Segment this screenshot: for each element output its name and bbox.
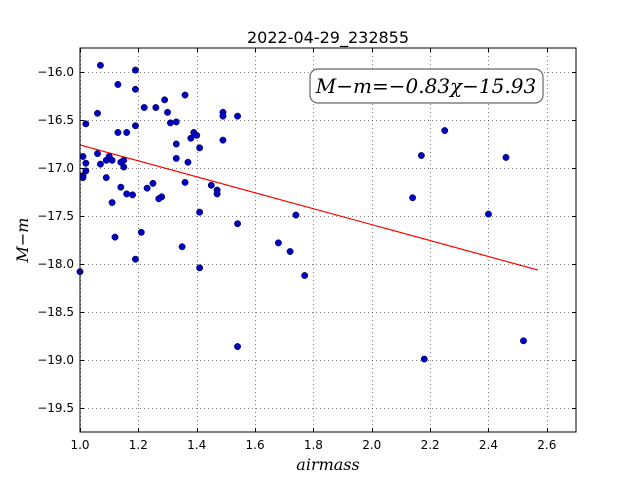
- data-point: [274, 239, 282, 247]
- data-point: [409, 194, 417, 202]
- data-point: [155, 195, 163, 203]
- data-point: [79, 153, 87, 160]
- y-tick-label: −17.0: [37, 161, 74, 175]
- annotation-text: M−m=−0.83χ−15.93: [315, 74, 536, 98]
- data-point: [114, 81, 122, 88]
- data-point: [193, 131, 201, 139]
- x-tick-label: 2.4: [479, 438, 498, 452]
- chart-title: 2022-04-29_232855: [247, 28, 409, 48]
- data-point: [143, 184, 151, 192]
- data-point: [131, 85, 139, 93]
- data-point: [219, 112, 227, 120]
- y-tick-label: −18.0: [37, 257, 74, 271]
- annotation-box: [309, 68, 544, 104]
- data-point: [196, 264, 204, 272]
- data-point: [102, 156, 110, 164]
- data-point: [94, 150, 101, 158]
- x-tick-label: 1.4: [187, 438, 206, 452]
- data-point: [196, 208, 204, 216]
- data-point: [178, 243, 186, 251]
- data-point: [172, 154, 180, 162]
- data-point: [172, 118, 180, 126]
- data-point: [108, 199, 116, 207]
- y-axis-label: M−m: [13, 218, 32, 264]
- data-point: [131, 122, 139, 130]
- data-point: [181, 178, 189, 186]
- data-point: [111, 233, 119, 241]
- data-point: [137, 228, 145, 236]
- y-tick-label: −18.5: [37, 305, 74, 319]
- data-points: [76, 61, 527, 363]
- data-point: [234, 343, 242, 351]
- data-point: [441, 127, 449, 135]
- data-point: [152, 104, 160, 111]
- data-point: [79, 174, 87, 182]
- fit-line-group: [79, 144, 539, 271]
- data-point: [164, 108, 171, 116]
- data-point: [213, 190, 221, 198]
- data-point: [207, 181, 215, 189]
- x-tick-label: 1.6: [246, 438, 265, 452]
- data-point: [108, 156, 116, 164]
- data-point: [196, 144, 204, 152]
- x-tick-label: 1.2: [129, 438, 148, 452]
- y-tick-label: −16.5: [37, 113, 74, 127]
- x-tick-label: 1.0: [70, 438, 89, 452]
- y-tick-label: −19.0: [37, 353, 74, 367]
- data-point: [234, 220, 242, 228]
- data-point: [292, 211, 300, 219]
- data-point: [166, 119, 174, 127]
- y-tick-label: −19.5: [37, 401, 74, 415]
- data-point: [184, 158, 192, 166]
- x-tick-label: 2.6: [537, 438, 556, 452]
- data-point: [219, 136, 227, 144]
- data-point: [131, 255, 139, 263]
- data-point: [96, 160, 104, 168]
- data-point: [417, 152, 425, 159]
- data-point: [123, 129, 131, 136]
- data-point: [286, 248, 294, 255]
- data-point: [82, 120, 90, 128]
- plot-frame: [79, 47, 577, 433]
- data-point: [520, 337, 527, 345]
- data-point: [120, 163, 128, 171]
- fit-line: [79, 144, 539, 271]
- data-point: [420, 355, 428, 363]
- data-point: [102, 174, 110, 182]
- data-point: [117, 183, 125, 191]
- data-point: [485, 210, 492, 218]
- x-tick-label: 2.2: [421, 438, 440, 452]
- data-point: [161, 96, 169, 104]
- data-point: [131, 66, 139, 74]
- x-tick-label: 2.0: [362, 438, 381, 452]
- data-point: [114, 129, 122, 136]
- x-axis-label: airmass: [296, 455, 359, 474]
- y-tick-label: −17.5: [37, 209, 74, 223]
- data-point: [234, 112, 242, 120]
- data-point: [187, 134, 195, 142]
- data-point: [82, 159, 90, 167]
- y-tick-label: −16.0: [37, 65, 74, 79]
- data-point: [123, 190, 131, 198]
- y-axis-ticks: −16.0 −16.5 −17.0 −17.5 −18.0 −18.5 −19.0 −19.5: [37, 65, 576, 415]
- x-tick-label: 1.8: [304, 438, 323, 452]
- data-point: [301, 272, 309, 279]
- x-axis-ticks: 1.0 1.2 1.4 1.6 1.8 2.0 2.2 2.4 2.6: [70, 48, 556, 452]
- data-point: [140, 104, 148, 111]
- equation-annotation: M−m=−0.83χ−15.93: [309, 68, 544, 104]
- grid-lines: [80, 48, 576, 432]
- data-point: [96, 61, 104, 69]
- data-point: [149, 179, 157, 187]
- data-point: [94, 109, 101, 117]
- data-point: [502, 153, 510, 161]
- data-point: [129, 191, 136, 199]
- data-point: [181, 91, 189, 99]
- data-point: [172, 140, 180, 148]
- plot-area: [80, 48, 576, 432]
